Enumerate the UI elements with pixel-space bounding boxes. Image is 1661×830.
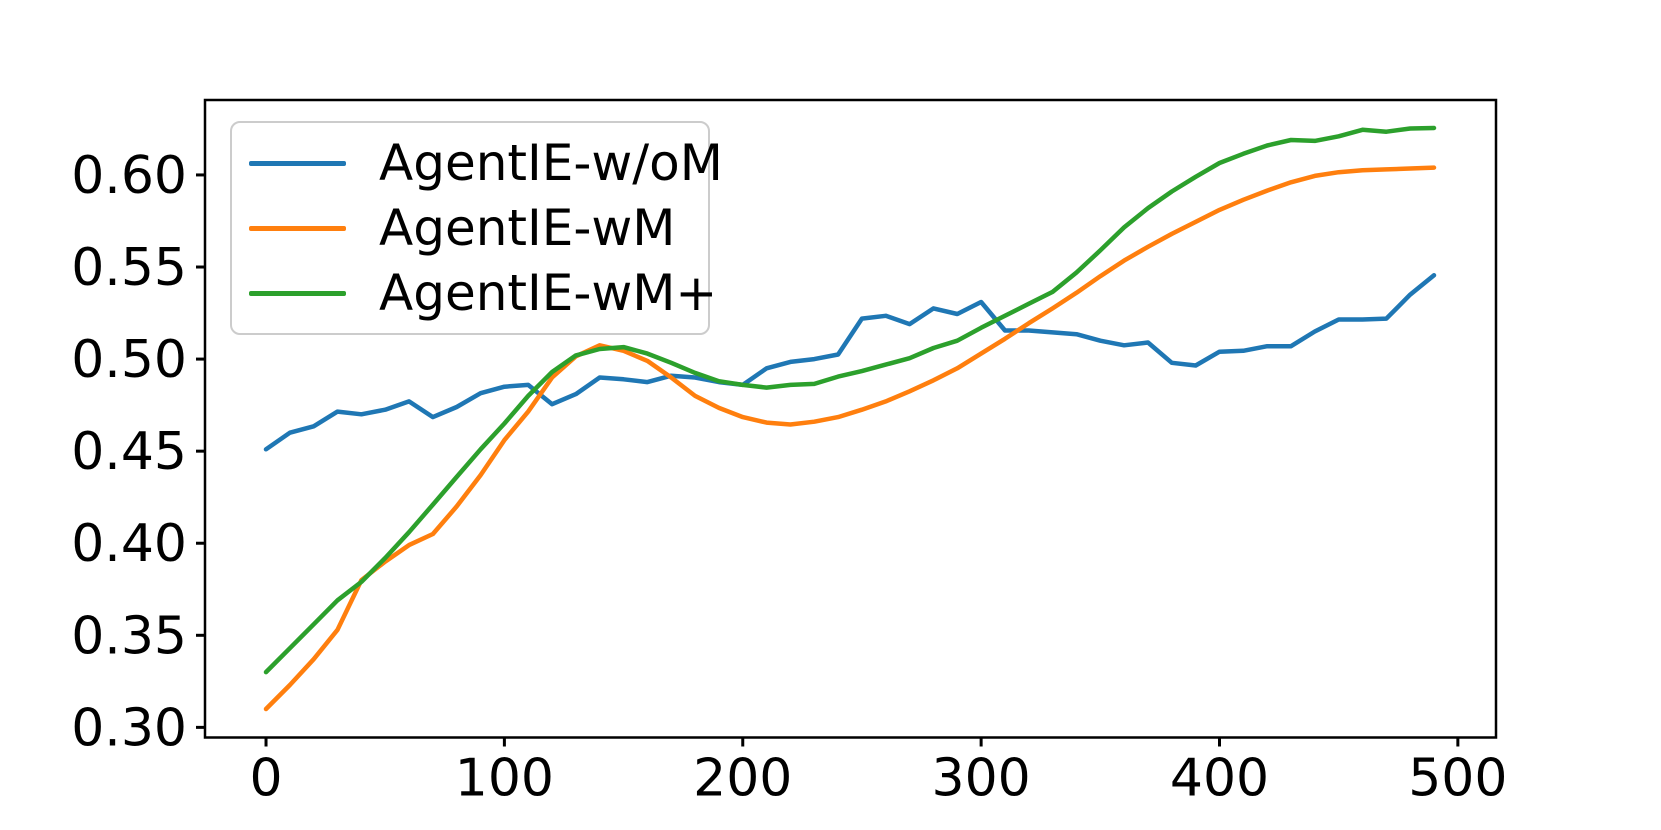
legend-label: AgentIE-wM bbox=[379, 199, 676, 257]
x-tick-label: 100 bbox=[455, 749, 554, 809]
legend-item-agentie-wom: AgentIE-w/oM bbox=[232, 132, 723, 194]
legend-label: AgentIE-wM+ bbox=[379, 264, 718, 322]
legend-swatch-blue bbox=[249, 160, 346, 166]
y-tick-label: 0.60 bbox=[71, 146, 187, 206]
y-tick-label: 0.30 bbox=[71, 698, 187, 758]
series-line-1 bbox=[263, 165, 1437, 712]
x-tick-label: 200 bbox=[693, 749, 792, 809]
y-tick-label: 0.35 bbox=[71, 606, 187, 666]
plot-border bbox=[203, 98, 1498, 739]
y-tick-label: 0.45 bbox=[71, 422, 187, 482]
x-tick-label: 0 bbox=[249, 749, 282, 809]
y-tick-label: 0.40 bbox=[71, 514, 187, 574]
y-tick-label: 0.55 bbox=[71, 238, 187, 298]
series-line-2 bbox=[263, 125, 1437, 675]
legend-item-agentie-wm-plus: AgentIE-wM+ bbox=[232, 262, 717, 324]
series-line-0 bbox=[263, 273, 1437, 452]
x-tick-label: 500 bbox=[1408, 749, 1507, 809]
legend-swatch-orange bbox=[249, 225, 346, 231]
x-tick-label: 400 bbox=[1170, 749, 1269, 809]
legend: AgentIE-w/oM AgentIE-wM AgentIE-wM+ bbox=[230, 121, 723, 335]
legend-swatch-green bbox=[249, 290, 346, 296]
legend-item-agentie-wm: AgentIE-wM bbox=[232, 197, 708, 259]
y-tick-label: 0.50 bbox=[71, 330, 187, 390]
x-tick-label: 300 bbox=[931, 749, 1030, 809]
legend-label: AgentIE-w/oM bbox=[379, 134, 723, 192]
